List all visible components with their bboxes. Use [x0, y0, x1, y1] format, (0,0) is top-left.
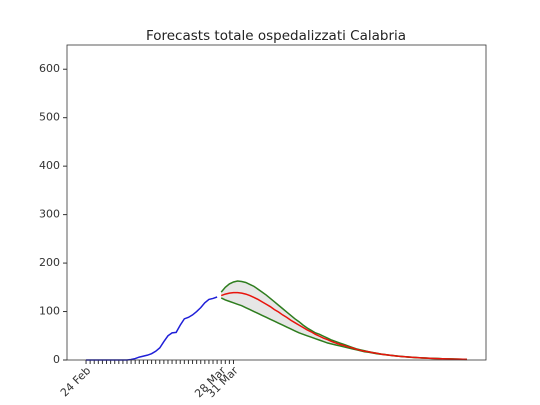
y-tick-label: 0: [53, 353, 60, 366]
y-tick-label: 100: [39, 305, 60, 318]
y-tick-label: 600: [39, 62, 60, 75]
plot-frame: [66, 44, 487, 361]
y-tick-label: 500: [39, 111, 60, 124]
y-tick-label: 400: [39, 159, 60, 172]
y-tick-label: 300: [39, 208, 60, 221]
forecast-band: [221, 281, 467, 360]
y-tick-label: 200: [39, 256, 60, 269]
series-line: [220, 291, 467, 361]
chart-title: Forecasts totale ospedalizzati Calabria: [146, 28, 406, 44]
